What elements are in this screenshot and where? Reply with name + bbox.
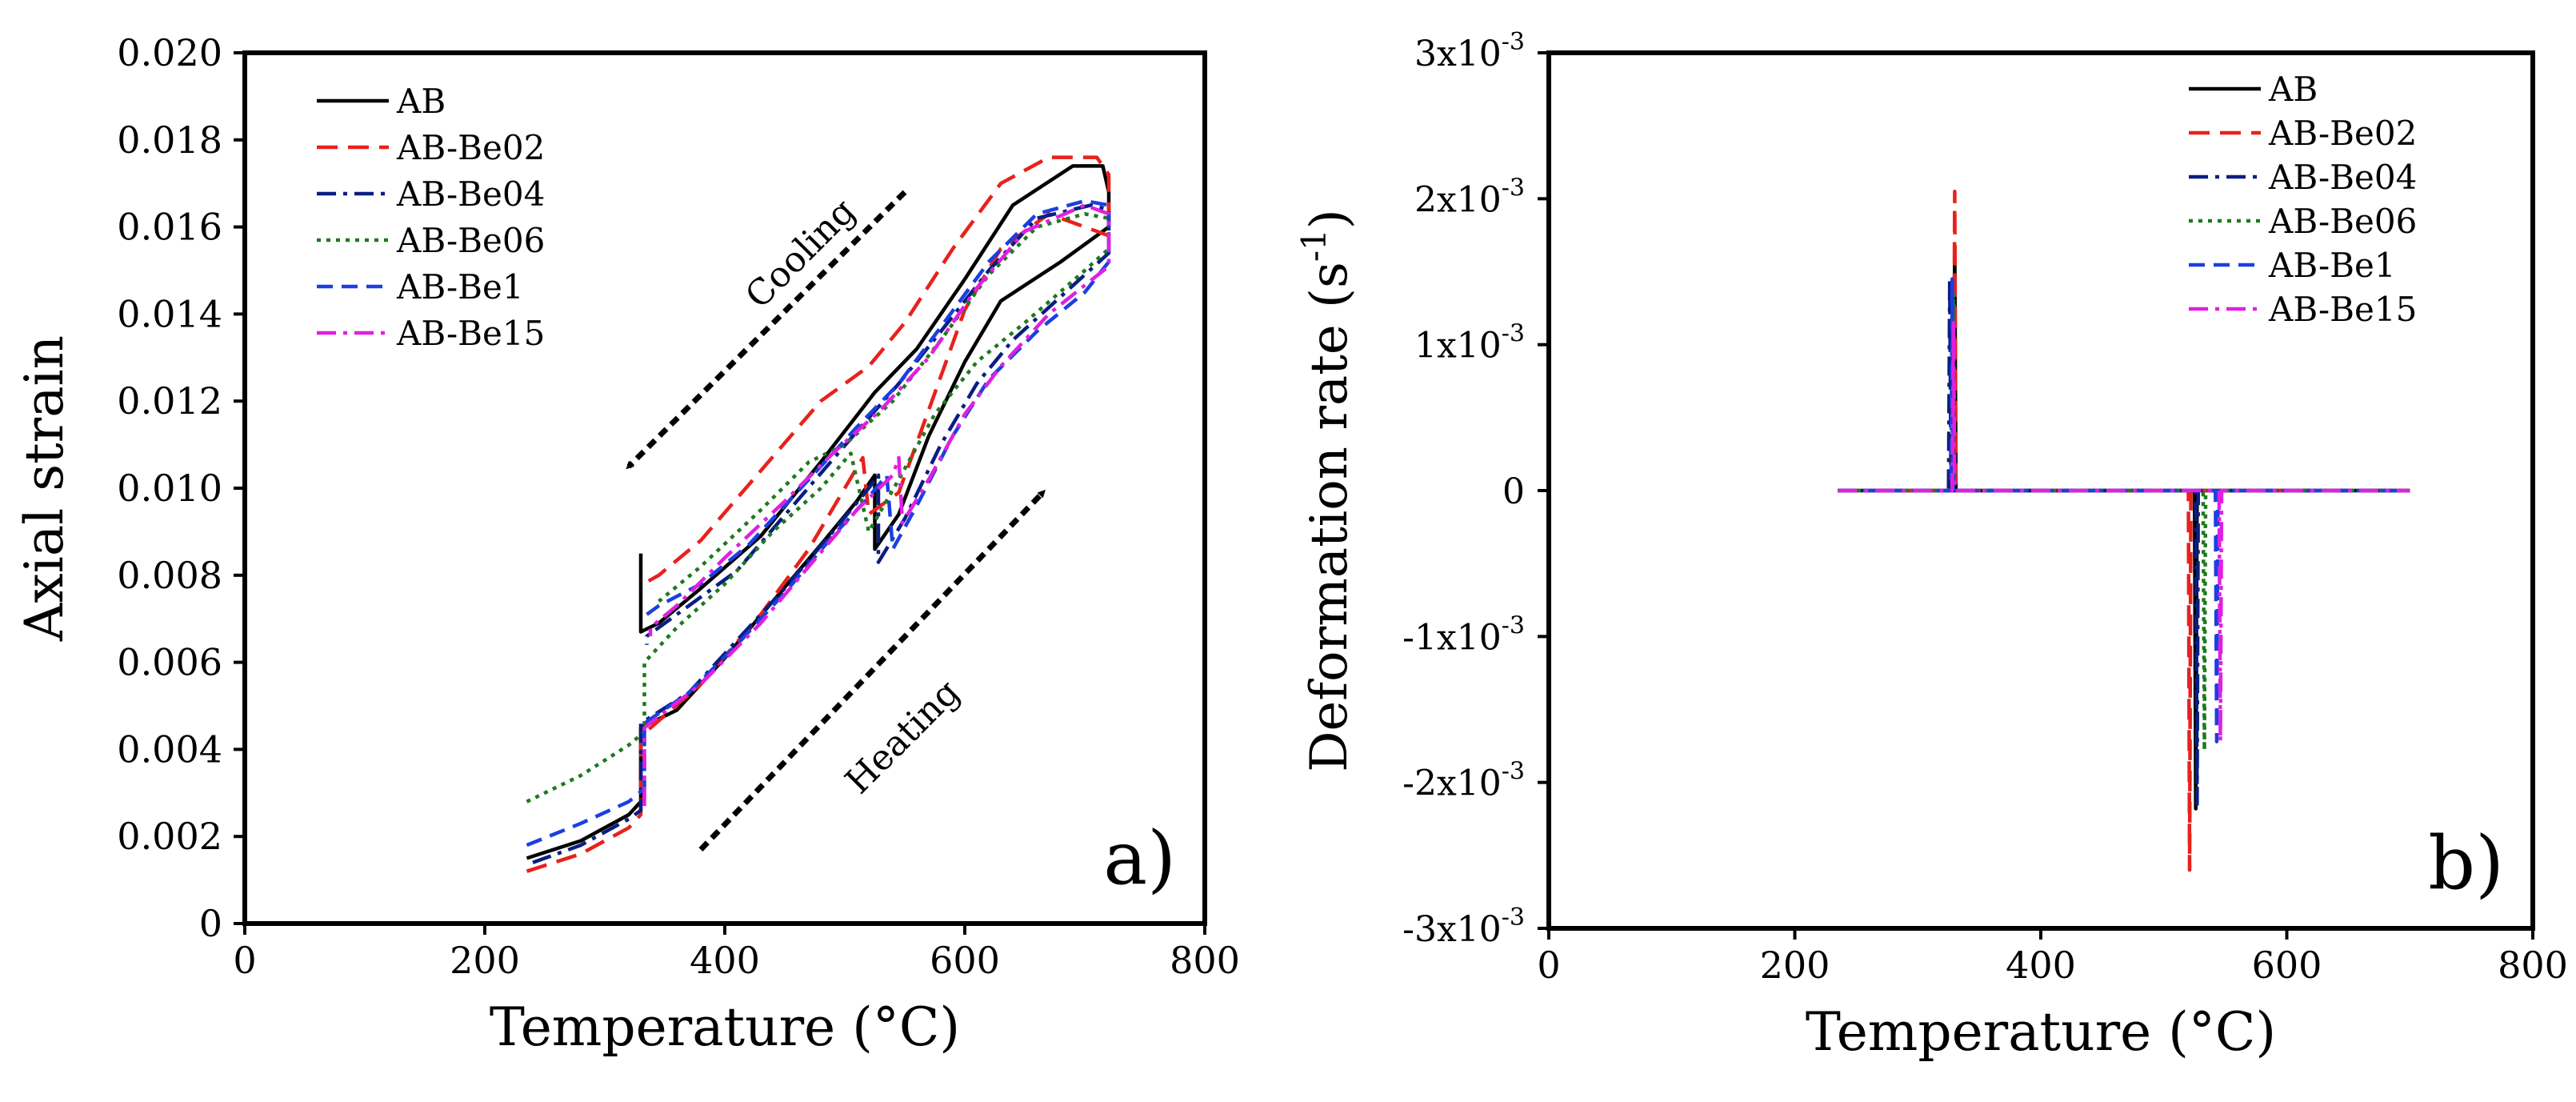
y-tick-label: 0.020 [117, 31, 222, 74]
y-tick-exponent: -3 [1502, 611, 1525, 639]
y-tick-label: 3x10-3 [1414, 28, 1525, 74]
y-tick-label: 0.016 [117, 206, 222, 249]
legend-label-ab-be04: AB-Be04 [396, 174, 545, 214]
heating-arrow [698, 489, 1046, 852]
panel-b: 0 200 400 600 8003x10-32x10-31x10-30-1x10-3-… [1294, 28, 2568, 1063]
legend-label-ab-be02: AB-Be02 [396, 128, 545, 167]
series-line-ab-be06 [1838, 291, 2410, 752]
y-tick-label: 0.010 [117, 467, 222, 510]
y-tick-exponent: -3 [1502, 320, 1525, 348]
annotation-heating: Heating [838, 671, 968, 802]
y-tick-base: -1x10 [1402, 617, 1502, 658]
legend-label-ab-be06: AB-Be06 [396, 221, 545, 260]
y-tick-exponent: -3 [1502, 28, 1525, 56]
y-axis-title: Axial strain [14, 335, 75, 642]
legend-label-ab-be02: AB-Be02 [2268, 114, 2417, 153]
y-tick-base: -2x10 [1402, 763, 1502, 804]
plot-frame [242, 50, 1207, 926]
y-tick-label: 0.004 [117, 727, 222, 771]
y-tick-label: 0.018 [117, 118, 222, 162]
series-group [526, 155, 1111, 873]
series-line-ab-be06 [526, 212, 1111, 803]
y-tick-label: 0 [199, 902, 222, 945]
legend-label-ab-be1: AB-Be1 [2268, 246, 2396, 285]
series-line-ab-be04 [532, 203, 1111, 864]
y-tick-exponent: -3 [1502, 758, 1525, 786]
y-axis-title-end: ) [1300, 209, 1359, 229]
series-line-ab-be04 [1838, 277, 2410, 807]
x-tick-label: 600 [2252, 944, 2322, 987]
series-line-ab-be15 [1838, 321, 2410, 743]
panel-label: a) [1103, 815, 1176, 901]
legend-label-ab: AB [2268, 70, 2318, 109]
y-tick-label: 0.006 [117, 641, 222, 684]
y-tick-label: 1x10-3 [1414, 320, 1525, 367]
x-tick-label: 800 [2498, 944, 2568, 987]
y-tick-exponent: -3 [1502, 174, 1525, 202]
x-tick-label: 200 [450, 939, 520, 982]
y-tick-base: 0 [1502, 471, 1525, 512]
y-tick-label: -1x10-3 [1402, 611, 1525, 658]
x-tick-label: 600 [930, 939, 1000, 982]
series-line-ab-be1 [526, 198, 1111, 848]
y-tick-label: 0.014 [117, 292, 222, 335]
panel-label: b) [2428, 820, 2504, 906]
x-tick-label: 0 [1537, 944, 1560, 987]
y-tick-label: 0.002 [117, 815, 222, 858]
x-axis-title: Temperature (°C) [490, 996, 960, 1058]
legend-label-ab-be15: AB-Be15 [2268, 290, 2417, 329]
y-tick-label: -2x10-3 [1402, 758, 1525, 804]
y-tick-exponent: -3 [1502, 904, 1525, 932]
legend-label-ab: AB [396, 82, 446, 121]
legend-label-ab-be06: AB-Be06 [2268, 202, 2417, 241]
series-line-ab [526, 164, 1111, 860]
cooling-arrow [626, 190, 907, 470]
y-tick-label: 0.008 [117, 554, 222, 597]
legend-label-ab-be1: AB-Be1 [396, 267, 524, 307]
y-axis-title-main: Deformation rate (s [1300, 262, 1359, 772]
y-tick-label: 0 [1502, 471, 1525, 512]
y-tick-base: 2x10 [1414, 179, 1502, 220]
x-tick-label: 200 [1760, 944, 1830, 987]
x-axis-title: Temperature (°C) [1806, 1001, 2276, 1063]
y-tick-base: 3x10 [1414, 34, 1502, 74]
y-axis-title-superscript: -1 [1294, 229, 1334, 262]
legend-label-ab-be04: AB-Be04 [2268, 158, 2417, 197]
series-line-ab-be15 [642, 203, 1111, 807]
x-tick-label: 0 [233, 939, 256, 982]
series-group [1838, 189, 2410, 872]
panel-a: 0 200 400 600 800 0 0.002 0.004 0.006 0.008 0.010 0… [14, 31, 1240, 1058]
x-tick-label: 800 [1170, 939, 1240, 982]
x-tick-label: 400 [690, 939, 760, 982]
series-line-ab [1838, 247, 2410, 811]
legend-label-ab-be15: AB-Be15 [396, 314, 545, 353]
y-tick-label: -3x10-3 [1402, 904, 1525, 950]
y-axis-title: Deformation rate (s-1) [1294, 209, 1359, 772]
series-line-ab-be1 [1838, 277, 2410, 743]
y-tick-label: 2x10-3 [1414, 174, 1525, 220]
y-tick-base: 1x10 [1414, 326, 1502, 367]
x-tick-label: 400 [2006, 944, 2076, 987]
y-tick-label: 0.012 [117, 379, 222, 423]
y-tick-base: -3x10 [1402, 909, 1502, 950]
